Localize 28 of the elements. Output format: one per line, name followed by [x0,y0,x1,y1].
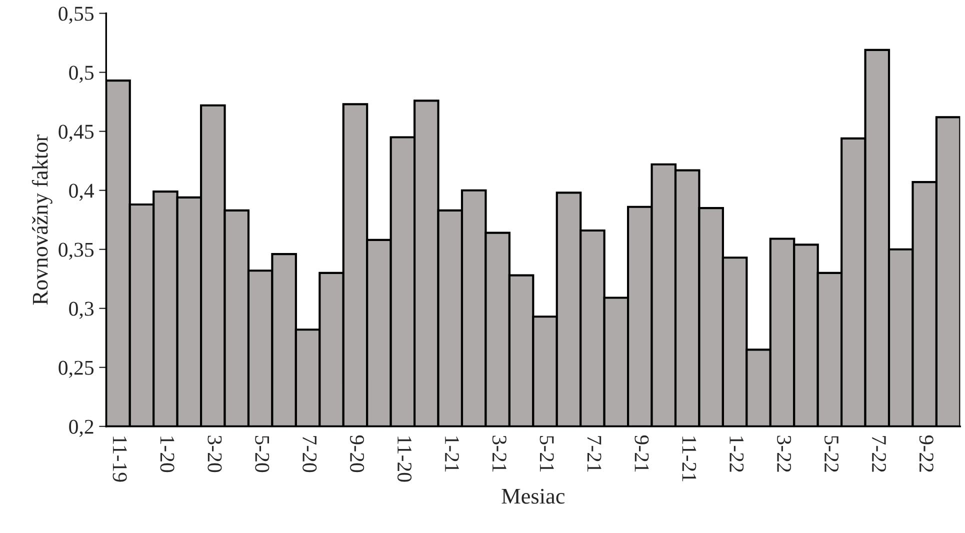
y-tick-label: 0,25 [58,360,94,378]
x-tick-label: 5-22 [824,436,838,472]
x-axis-title: Mesiac [502,488,565,504]
y-tick-label: 0,3 [69,302,94,319]
x-tick-label: 3-21 [492,436,506,472]
x-tick-label: 3-20 [208,436,222,472]
x-tick-label: 9-22 [919,435,934,472]
x-tick-label: 1-21 [445,436,459,472]
x-tick-label: 3-22 [777,436,792,472]
x-tick-label: 11-21 [682,436,696,482]
y-tick-label: 0,55 [58,6,94,24]
x-tick-label: 7-21 [587,436,602,472]
x-tick-label: 5-20 [255,436,270,472]
x-tick-label: 11-20 [397,436,412,482]
x-tick-label: 7-22 [872,436,886,472]
x-tick-label: 1-20 [160,436,174,472]
y-axis-title: Rovnovážny faktor [32,134,52,305]
x-tick-label: 11-19 [112,436,127,482]
x-tick-label: 7-20 [302,436,317,472]
y-tick-label: 0,2 [69,420,94,437]
x-tick-label: 9-20 [350,435,364,472]
x-tick-label: 9-21 [634,435,649,472]
x-tick-label: 1-22 [730,436,744,472]
x-tick-label: 5-21 [540,436,554,472]
y-tick-label: 0,5 [69,66,94,83]
y-tick-label: 0,4 [69,184,94,201]
y-tick-label: 0,35 [58,242,94,260]
y-tick-label: 0,45 [58,124,94,142]
